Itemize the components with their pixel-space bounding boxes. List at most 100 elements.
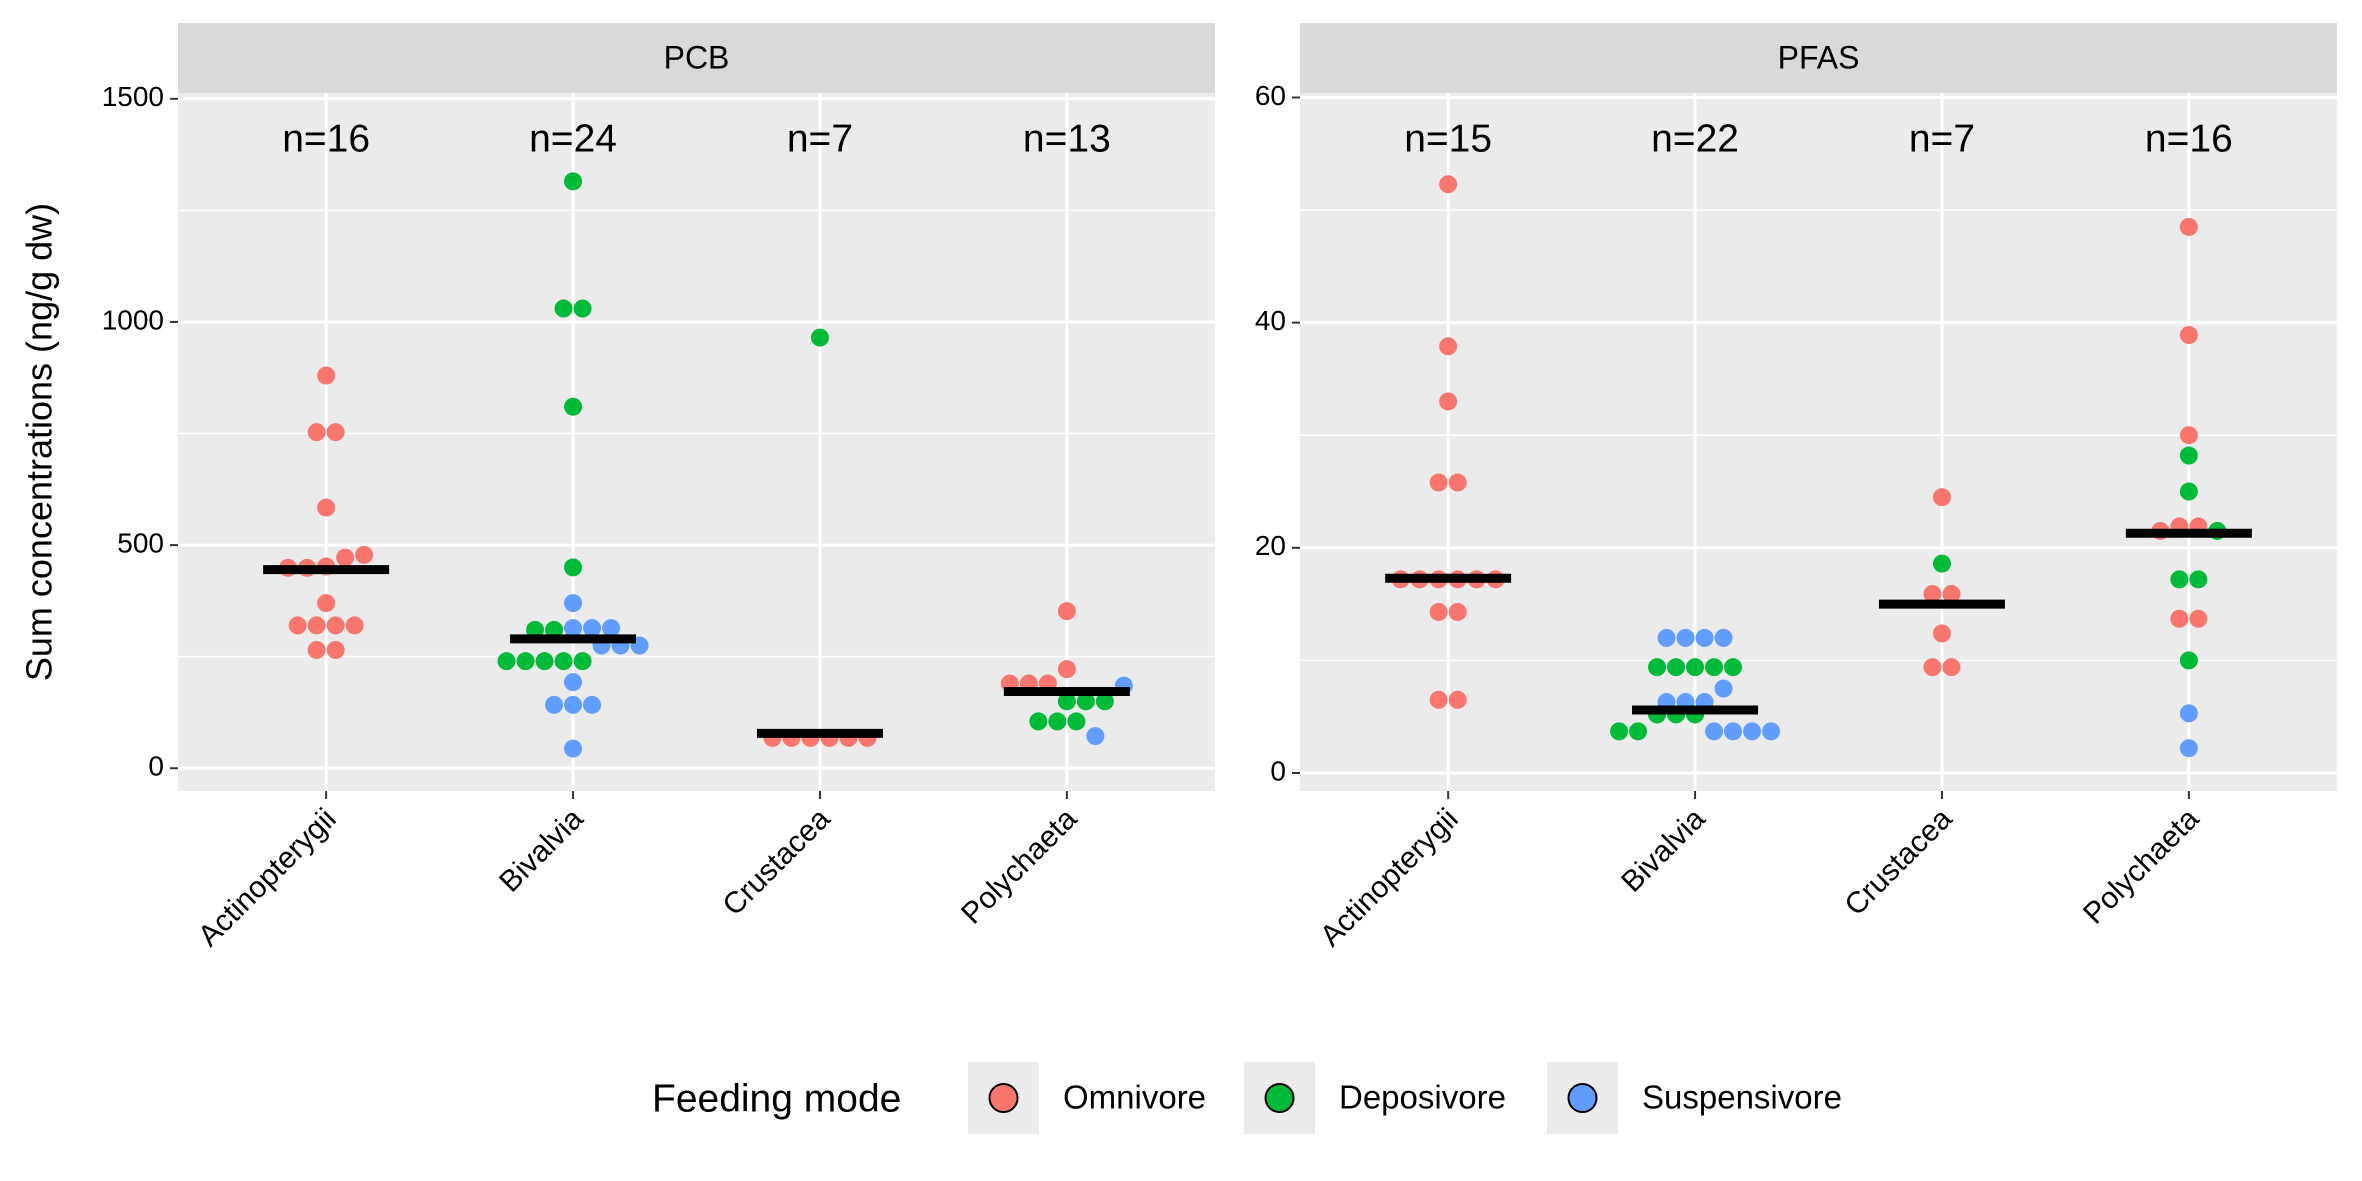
- legend-label: Omnivore: [1063, 1079, 1206, 1116]
- dot: [1448, 690, 1467, 709]
- dot: [564, 397, 583, 416]
- dot: [1067, 712, 1086, 731]
- legend-swatch: [988, 1083, 1019, 1113]
- dot: [516, 652, 535, 671]
- dot: [1448, 602, 1467, 621]
- dot: [1439, 392, 1458, 411]
- dot: [1676, 628, 1695, 647]
- legend-label: Deposivore: [1339, 1079, 1506, 1116]
- count-label: n=7: [1909, 117, 1975, 160]
- dot: [1942, 658, 1961, 677]
- dot: [2179, 651, 2198, 670]
- dot: [1648, 658, 1667, 677]
- x-tick-label: Bivalvia: [1615, 802, 1712, 899]
- dot: [1714, 628, 1733, 647]
- dot: [288, 616, 307, 635]
- x-tick-label: Actinopterygii: [1314, 802, 1465, 953]
- dot: [1429, 473, 1448, 492]
- dot: [1057, 602, 1076, 621]
- x-tick-label: Crustacea: [716, 802, 836, 922]
- dot: [1439, 337, 1458, 356]
- dot: [554, 299, 573, 318]
- dot: [317, 498, 336, 517]
- dot: [2179, 446, 2198, 465]
- y-tick-label: 500: [117, 527, 164, 558]
- dot: [345, 616, 364, 635]
- y-tick-label: 0: [1270, 755, 1286, 786]
- dot: [307, 423, 326, 442]
- dot: [810, 328, 829, 347]
- dot: [2179, 739, 2198, 758]
- dot: [497, 652, 516, 671]
- dot: [2179, 217, 2198, 236]
- y-tick-label: 20: [1255, 530, 1286, 561]
- y-axis-title: Sum concentrations (ng/g dw): [19, 203, 60, 681]
- dot: [573, 652, 592, 671]
- dot: [317, 594, 336, 613]
- x-tick-label: Polychaeta: [955, 802, 1084, 931]
- dot: [1762, 722, 1781, 741]
- dot: [336, 548, 355, 567]
- dot: [1743, 722, 1762, 741]
- dot: [1714, 679, 1733, 698]
- dot: [564, 695, 583, 714]
- count-label: n=16: [2145, 117, 2233, 160]
- dot: [1086, 727, 1105, 746]
- dot: [1095, 692, 1114, 711]
- dot: [2189, 609, 2208, 628]
- count-label: n=22: [1651, 117, 1739, 160]
- dot: [1048, 712, 1067, 731]
- strip-title: PFAS: [1778, 39, 1860, 75]
- dot: [1705, 658, 1724, 677]
- dot: [535, 652, 554, 671]
- panel-background: [178, 93, 1215, 791]
- dot: [326, 616, 345, 635]
- dot: [2170, 570, 2189, 589]
- dot: [1695, 628, 1714, 647]
- count-label: n=24: [529, 117, 617, 160]
- dot: [564, 619, 583, 638]
- x-tick-label: Actinopterygii: [192, 802, 343, 953]
- dot: [355, 545, 374, 564]
- dot: [317, 366, 336, 385]
- dot: [326, 640, 345, 659]
- y-tick-label: 0: [148, 751, 164, 782]
- legend-swatch: [1264, 1083, 1295, 1113]
- x-tick-label: Bivalvia: [493, 802, 590, 899]
- dot: [1448, 473, 1467, 492]
- dot: [1057, 660, 1076, 679]
- legend-label: Suspensivore: [1642, 1079, 1842, 1116]
- dot: [1429, 690, 1448, 709]
- dot: [1932, 624, 1951, 643]
- dot: [1029, 712, 1048, 731]
- dot: [602, 619, 621, 638]
- dot: [1724, 658, 1743, 677]
- count-label: n=7: [787, 117, 853, 160]
- dot: [2179, 482, 2198, 501]
- dot: [554, 652, 573, 671]
- x-tick-label: Crustacea: [1838, 802, 1958, 922]
- y-tick-label: 1000: [102, 304, 164, 335]
- dot: [2179, 426, 2198, 445]
- dot: [1942, 584, 1961, 603]
- strip-title: PCB: [664, 39, 730, 75]
- dot: [564, 172, 583, 191]
- count-label: n=13: [1023, 117, 1111, 160]
- dot: [2179, 326, 2198, 345]
- dot: [2189, 570, 2208, 589]
- count-label: n=16: [282, 117, 370, 160]
- legend-title: Feeding mode: [652, 1077, 901, 1120]
- dot: [1657, 628, 1676, 647]
- dot: [1429, 602, 1448, 621]
- count-label: n=15: [1404, 117, 1492, 160]
- y-tick-label: 40: [1255, 305, 1286, 336]
- panel-background: [1300, 93, 2337, 791]
- x-tick-label: Polychaeta: [2077, 802, 2206, 931]
- dot: [1057, 692, 1076, 711]
- dot: [583, 695, 602, 714]
- dot: [2170, 609, 2189, 628]
- dot: [1076, 692, 1095, 711]
- dot: [1923, 584, 1942, 603]
- dot: [1439, 175, 1458, 194]
